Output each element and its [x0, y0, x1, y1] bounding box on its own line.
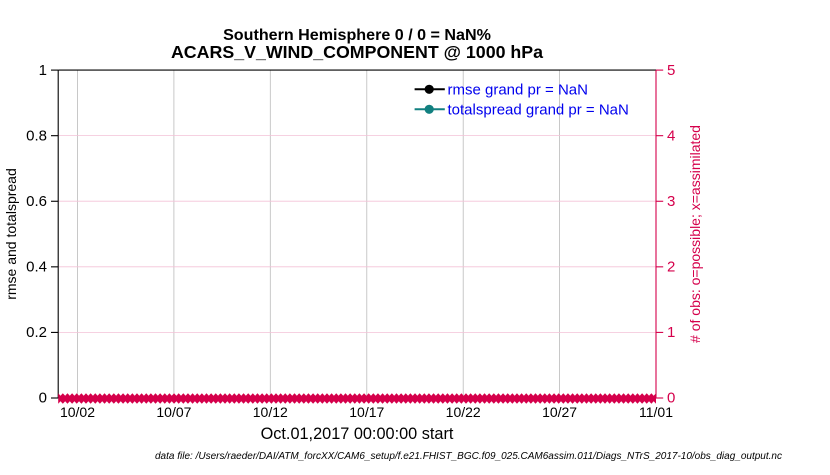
svg-text:totalspread grand pr = NaN: totalspread grand pr = NaN — [448, 102, 629, 119]
svg-text:10/07: 10/07 — [156, 404, 191, 420]
svg-text:1: 1 — [39, 62, 47, 79]
svg-text:10/27: 10/27 — [542, 404, 577, 420]
svg-text:4: 4 — [667, 128, 675, 145]
svg-text:10/17: 10/17 — [349, 404, 384, 420]
svg-text:# of obs: o=possible; x=assimi: # of obs: o=possible; x=assimilated — [687, 125, 703, 343]
svg-text:10/12: 10/12 — [253, 404, 288, 420]
svg-text:10/22: 10/22 — [446, 404, 481, 420]
svg-text:5: 5 — [667, 62, 675, 79]
svg-text:data file: /Users/raeder/DAI/A: data file: /Users/raeder/DAI/ATM_forcXX/… — [155, 451, 782, 462]
svg-text:rmse and totalspread: rmse and totalspread — [3, 168, 19, 300]
svg-text:0.8: 0.8 — [26, 128, 47, 145]
svg-text:0.6: 0.6 — [26, 193, 47, 210]
svg-text:rmse grand pr = NaN: rmse grand pr = NaN — [448, 82, 588, 99]
svg-text:1: 1 — [667, 324, 675, 341]
svg-text:0: 0 — [39, 390, 47, 407]
svg-text:0.4: 0.4 — [26, 259, 47, 276]
svg-text:0.2: 0.2 — [26, 324, 47, 341]
svg-text:3: 3 — [667, 193, 675, 210]
svg-text:10/02: 10/02 — [60, 404, 95, 420]
svg-text:2: 2 — [667, 259, 675, 276]
svg-text:11/01: 11/01 — [639, 404, 673, 420]
svg-text:Oct.01,2017 00:00:00 start: Oct.01,2017 00:00:00 start — [261, 425, 454, 443]
svg-text:ACARS_V_WIND_COMPONENT @ 1000: ACARS_V_WIND_COMPONENT @ 1000 hPa — [171, 42, 543, 62]
